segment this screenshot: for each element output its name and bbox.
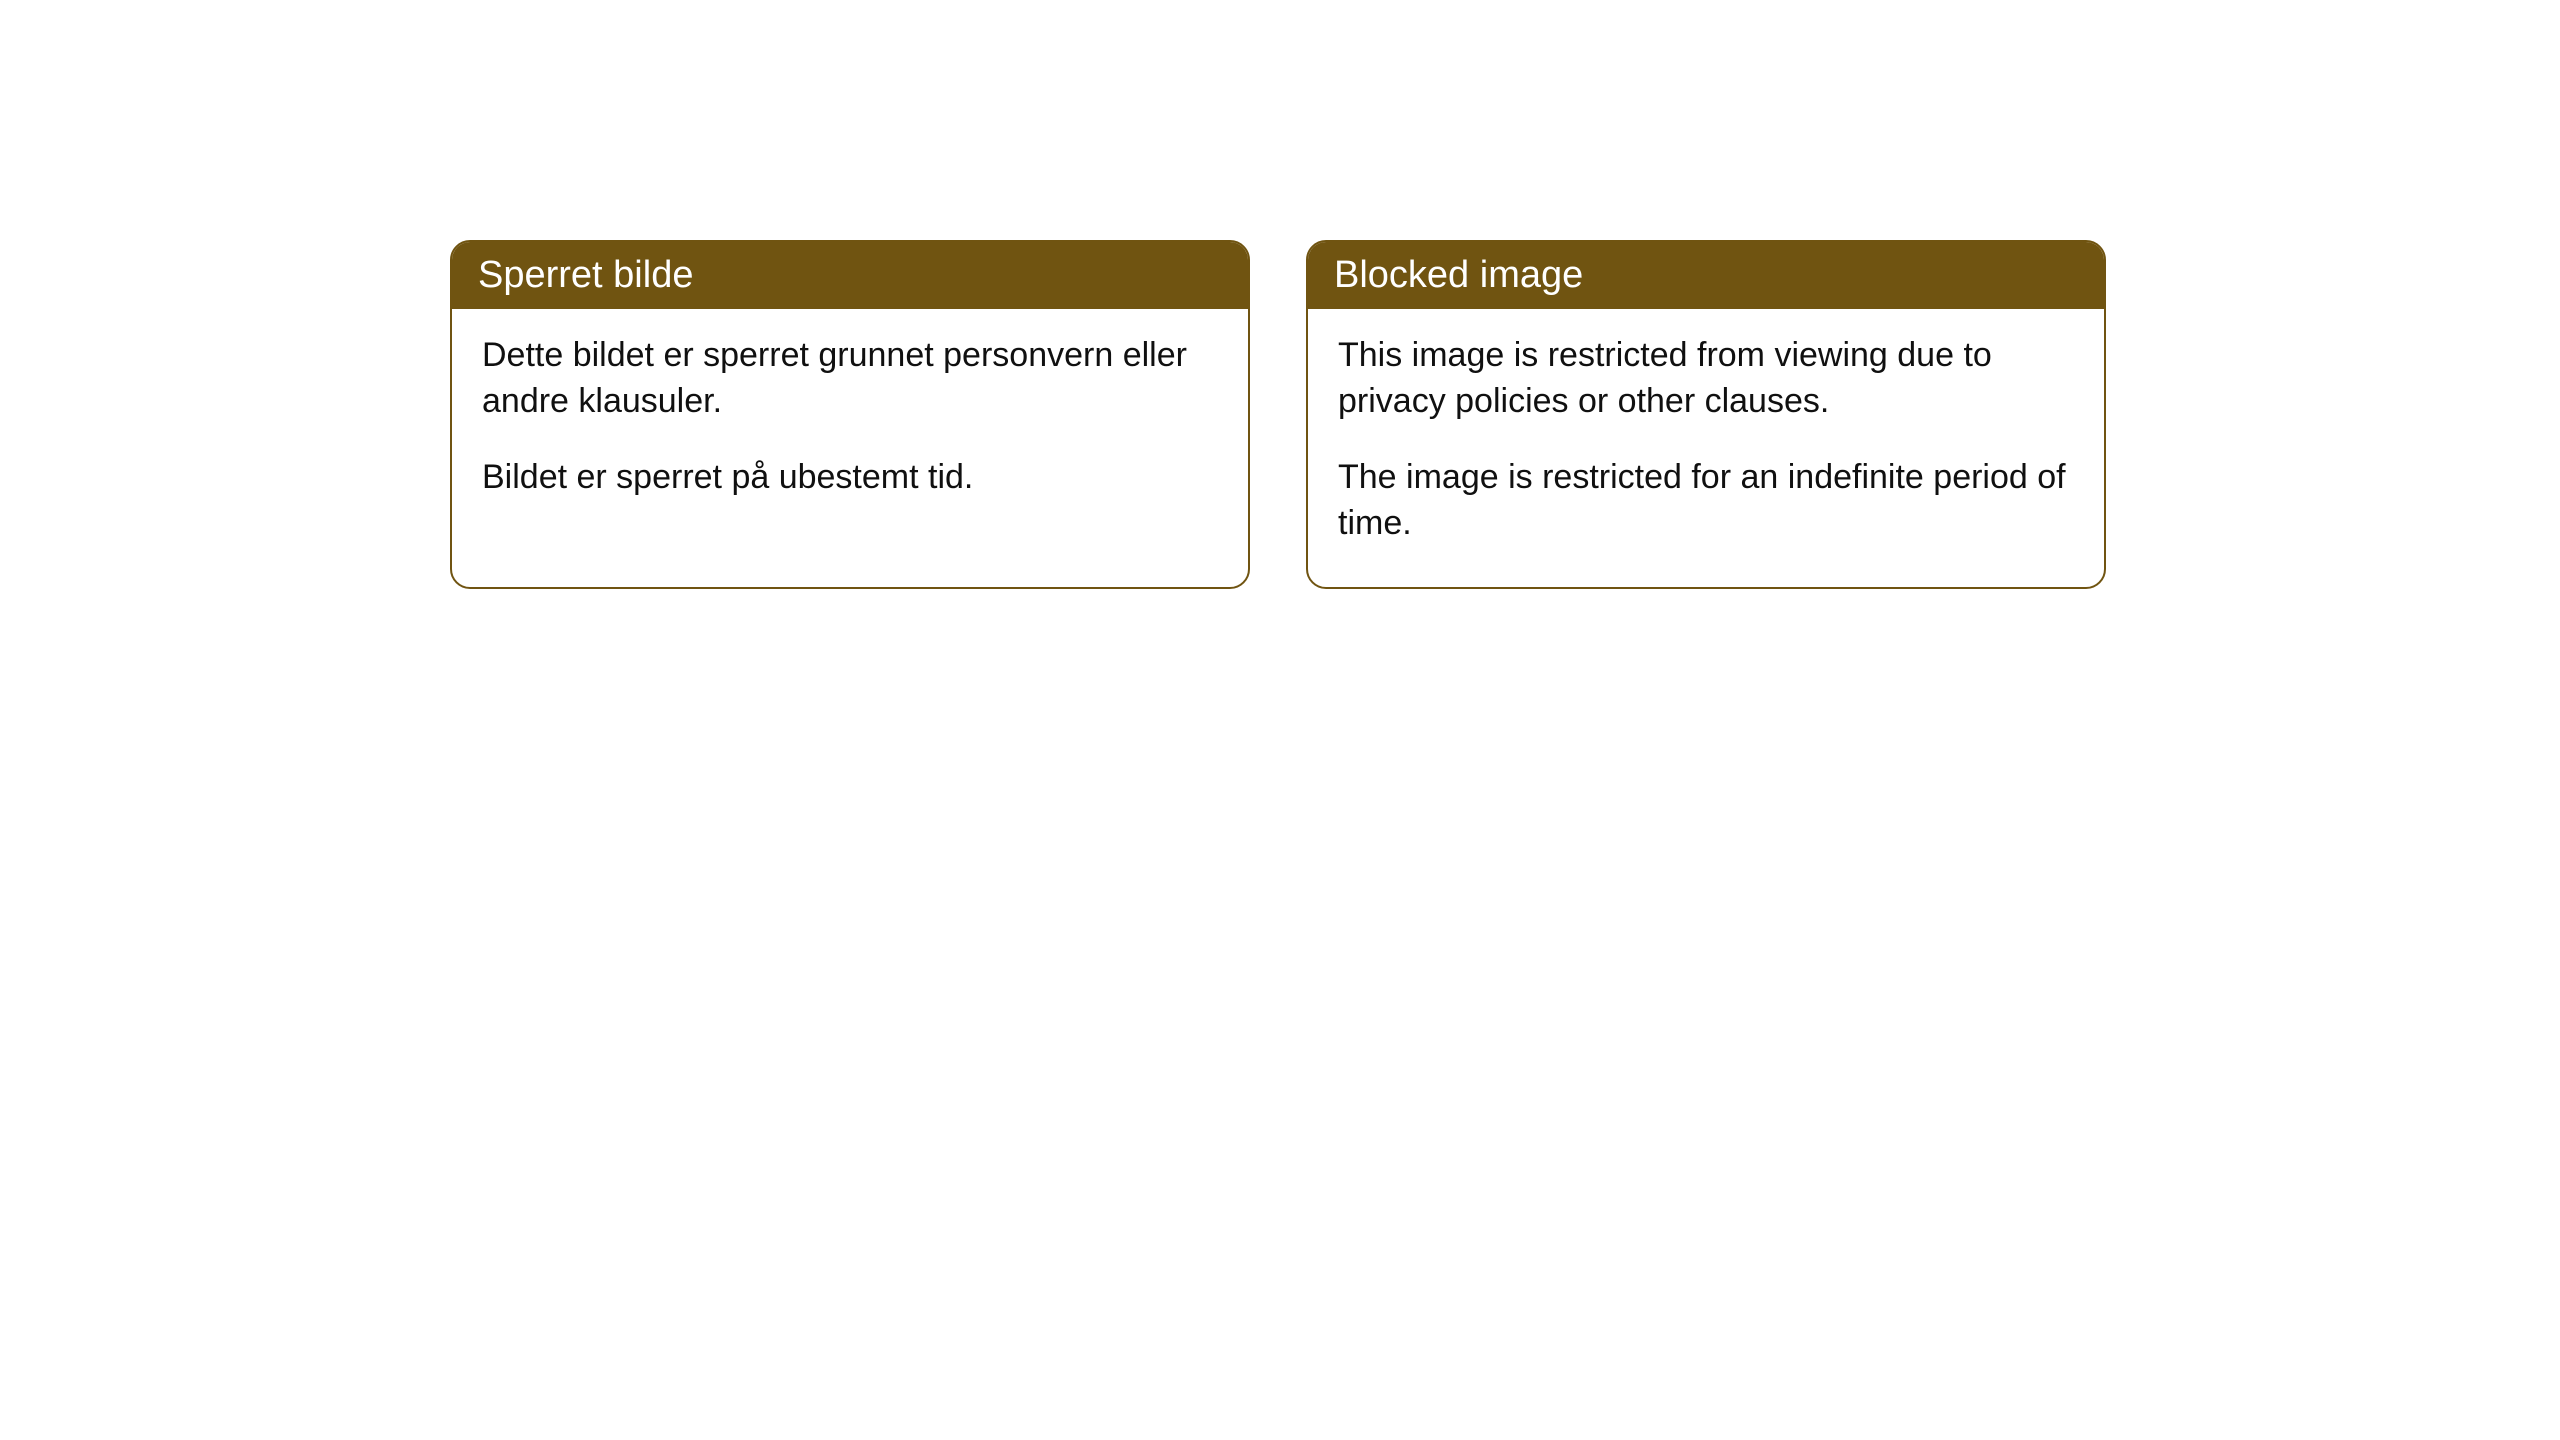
notice-card-english: Blocked image This image is restricted f… [1306,240,2106,589]
card-body: This image is restricted from viewing du… [1308,309,2104,587]
card-body: Dette bildet er sperret grunnet personve… [452,309,1248,541]
notice-card-norwegian: Sperret bilde Dette bildet er sperret gr… [450,240,1250,589]
card-title: Blocked image [1334,254,1583,296]
notice-cards-container: Sperret bilde Dette bildet er sperret gr… [450,240,2106,589]
card-paragraph: This image is restricted from viewing du… [1338,333,2074,425]
card-header: Sperret bilde [452,242,1248,309]
card-paragraph: Dette bildet er sperret grunnet personve… [482,333,1218,425]
card-header: Blocked image [1308,242,2104,309]
card-paragraph: The image is restricted for an indefinit… [1338,455,2074,547]
card-paragraph: Bildet er sperret på ubestemt tid. [482,455,1218,501]
card-title: Sperret bilde [478,254,693,296]
